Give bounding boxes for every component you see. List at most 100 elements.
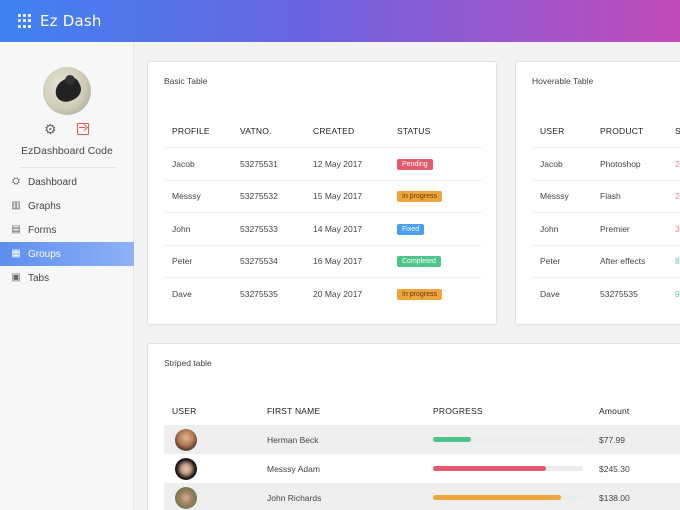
cell-created: 12 May 2017 bbox=[305, 147, 389, 181]
status-badge: In progress bbox=[397, 289, 443, 300]
sidebar-item-forms[interactable]: ▤ Forms bbox=[0, 218, 134, 242]
status-badge: Fixed bbox=[397, 223, 425, 235]
cell-sale: 8 bbox=[667, 245, 680, 278]
brand-title: Ez Dash bbox=[40, 12, 102, 30]
gear-icon[interactable]: ⚙ bbox=[44, 121, 57, 137]
top-bar: Ez Dash bbox=[0, 0, 680, 42]
cell-user: Messsy bbox=[532, 180, 592, 213]
card-title: Basic Table bbox=[164, 76, 208, 86]
table-row: Peter 53275534 16 May 2017 Completed bbox=[164, 245, 482, 278]
avatar-john bbox=[175, 486, 197, 509]
column-header: USER bbox=[172, 406, 197, 416]
column-header: VATNO. bbox=[232, 115, 305, 148]
cell-vatno: 53275532 bbox=[232, 180, 305, 213]
bar-chart-icon: ▥ bbox=[11, 200, 21, 211]
cell-amount: $245.30 bbox=[599, 463, 630, 474]
table-row: Messsy Adam $245.30 bbox=[164, 454, 680, 483]
column-header: CREATED bbox=[305, 115, 389, 148]
form-icon: ▤ bbox=[11, 224, 21, 235]
progress-bar bbox=[433, 466, 583, 471]
column-header: FIRST NAME bbox=[267, 406, 321, 416]
avatar[interactable] bbox=[43, 67, 91, 115]
hoverable-table-card: Hoverable Table USER PRODUCT S Jacob Pho… bbox=[515, 61, 680, 325]
sidebar-item-label: Dashboard bbox=[28, 176, 77, 188]
table-header-row: USER PRODUCT S bbox=[532, 115, 680, 148]
card-title: Hoverable Table bbox=[532, 76, 594, 86]
cell-profile: John bbox=[164, 212, 232, 246]
cell-product: Photoshop bbox=[592, 147, 667, 181]
status-badge: In progress bbox=[397, 191, 443, 203]
cell-sale: 9 bbox=[675, 289, 680, 299]
list-icon: ▦ bbox=[11, 248, 21, 259]
cell-product: 53275535 bbox=[600, 289, 638, 299]
cell-created: 15 May 2017 bbox=[305, 180, 389, 213]
cell-product: After effects bbox=[592, 245, 667, 278]
sidebar-item-label: Graphs bbox=[28, 200, 61, 212]
table-row: Messsy 53275532 15 May 2017 In progress bbox=[164, 180, 482, 213]
striped-table: USER FIRST NAME PROGRESS Amount Herman B… bbox=[164, 397, 680, 510]
column-header: PROGRESS bbox=[433, 406, 483, 416]
table-header-row: USER FIRST NAME PROGRESS Amount bbox=[164, 397, 680, 425]
table-row[interactable]: Messsy Flash 2 bbox=[532, 180, 680, 213]
table-row: Jacob 53275531 12 May 2017 Pending bbox=[164, 147, 482, 181]
cell-vatno: 53275535 bbox=[240, 289, 278, 299]
sidebar-item-groups[interactable]: ▦ Groups bbox=[0, 242, 134, 266]
status-badge: Pending bbox=[397, 158, 433, 170]
table-row[interactable]: John Premier 3 bbox=[532, 212, 680, 246]
divider bbox=[20, 167, 116, 168]
status-badge: Completed bbox=[397, 256, 441, 268]
table-row: John Richards $138.00 bbox=[164, 483, 680, 510]
column-header: PRODUCT bbox=[592, 115, 667, 148]
cell-product: Flash bbox=[592, 180, 667, 213]
cell-user: John bbox=[532, 212, 592, 246]
basic-table-card: Basic Table PROFILE VATNO. CREATED STATU… bbox=[147, 61, 497, 325]
basic-table: PROFILE VATNO. CREATED STATUS Jacob 5327… bbox=[164, 115, 482, 310]
cell-vatno: 53275534 bbox=[232, 245, 305, 278]
cell-sale: 2 bbox=[667, 147, 680, 181]
logout-icon[interactable] bbox=[77, 123, 89, 135]
sidebar-item-label: Groups bbox=[28, 248, 61, 260]
column-header: S bbox=[667, 115, 680, 148]
sidebar-nav: ⛭ Dashboard ▥ Graphs ▤ Forms ▦ Groups ▣ … bbox=[0, 170, 134, 290]
column-header: Amount bbox=[599, 406, 630, 416]
progress-bar bbox=[433, 495, 583, 500]
column-header: STATUS bbox=[389, 115, 482, 148]
progress-bar bbox=[433, 437, 583, 442]
cell-vatno: 53275533 bbox=[232, 212, 305, 246]
hoverable-table: USER PRODUCT S Jacob Photoshop 2 Messsy … bbox=[532, 115, 680, 310]
cell-profile: Jacob bbox=[164, 147, 232, 181]
sidebar-item-tabs[interactable]: ▣ Tabs bbox=[0, 266, 134, 290]
table-row[interactable]: Jacob Photoshop 2 bbox=[532, 147, 680, 181]
card-title: Striped table bbox=[164, 358, 212, 368]
sidebar-item-dashboard[interactable]: ⛭ Dashboard bbox=[0, 170, 134, 194]
cell-first-name: John Richards bbox=[259, 483, 425, 510]
sidebar: ⚙ EzDashboard Code ⛭ Dashboard ▥ Graphs … bbox=[0, 42, 134, 510]
avatar-messsy bbox=[175, 457, 197, 480]
cell-profile: Peter bbox=[164, 245, 232, 278]
sidebar-item-label: Tabs bbox=[28, 272, 50, 284]
table-row: Herman Beck $77.99 bbox=[164, 425, 680, 454]
cell-created: 16 May 2017 bbox=[305, 245, 389, 278]
cell-sale: 3 bbox=[667, 212, 680, 246]
cell-amount: $138.00 bbox=[591, 483, 680, 510]
sidebar-item-label: Forms bbox=[28, 224, 57, 236]
sitemap-icon: ⛭ bbox=[12, 176, 20, 187]
table-row: Dave 53275535 20 May 2017 In progress bbox=[164, 278, 482, 311]
avatar-herman bbox=[175, 428, 197, 451]
table-row: John 53275533 14 May 2017 Fixed bbox=[164, 212, 482, 246]
column-header: PROFILE bbox=[164, 115, 232, 148]
table-row[interactable]: Peter After effects 8 bbox=[532, 245, 680, 278]
sidebar-item-graphs[interactable]: ▥ Graphs bbox=[0, 194, 134, 218]
cell-amount: $77.99 bbox=[591, 425, 680, 454]
cell-vatno: 53275531 bbox=[232, 147, 305, 181]
id-card-icon: ▣ bbox=[11, 272, 21, 283]
cell-sale: 2 bbox=[667, 180, 680, 213]
table-row[interactable]: Dave 53275535 9 bbox=[532, 278, 680, 311]
grid-icon[interactable] bbox=[18, 14, 32, 28]
sidebar-username: EzDashboard Code bbox=[21, 145, 113, 157]
cell-first-name: Herman Beck bbox=[259, 425, 425, 454]
cell-user: Peter bbox=[532, 245, 592, 278]
cell-created: 14 May 2017 bbox=[305, 212, 389, 246]
cell-user: Jacob bbox=[532, 147, 592, 181]
cell-first-name: Messsy Adam bbox=[267, 463, 320, 474]
